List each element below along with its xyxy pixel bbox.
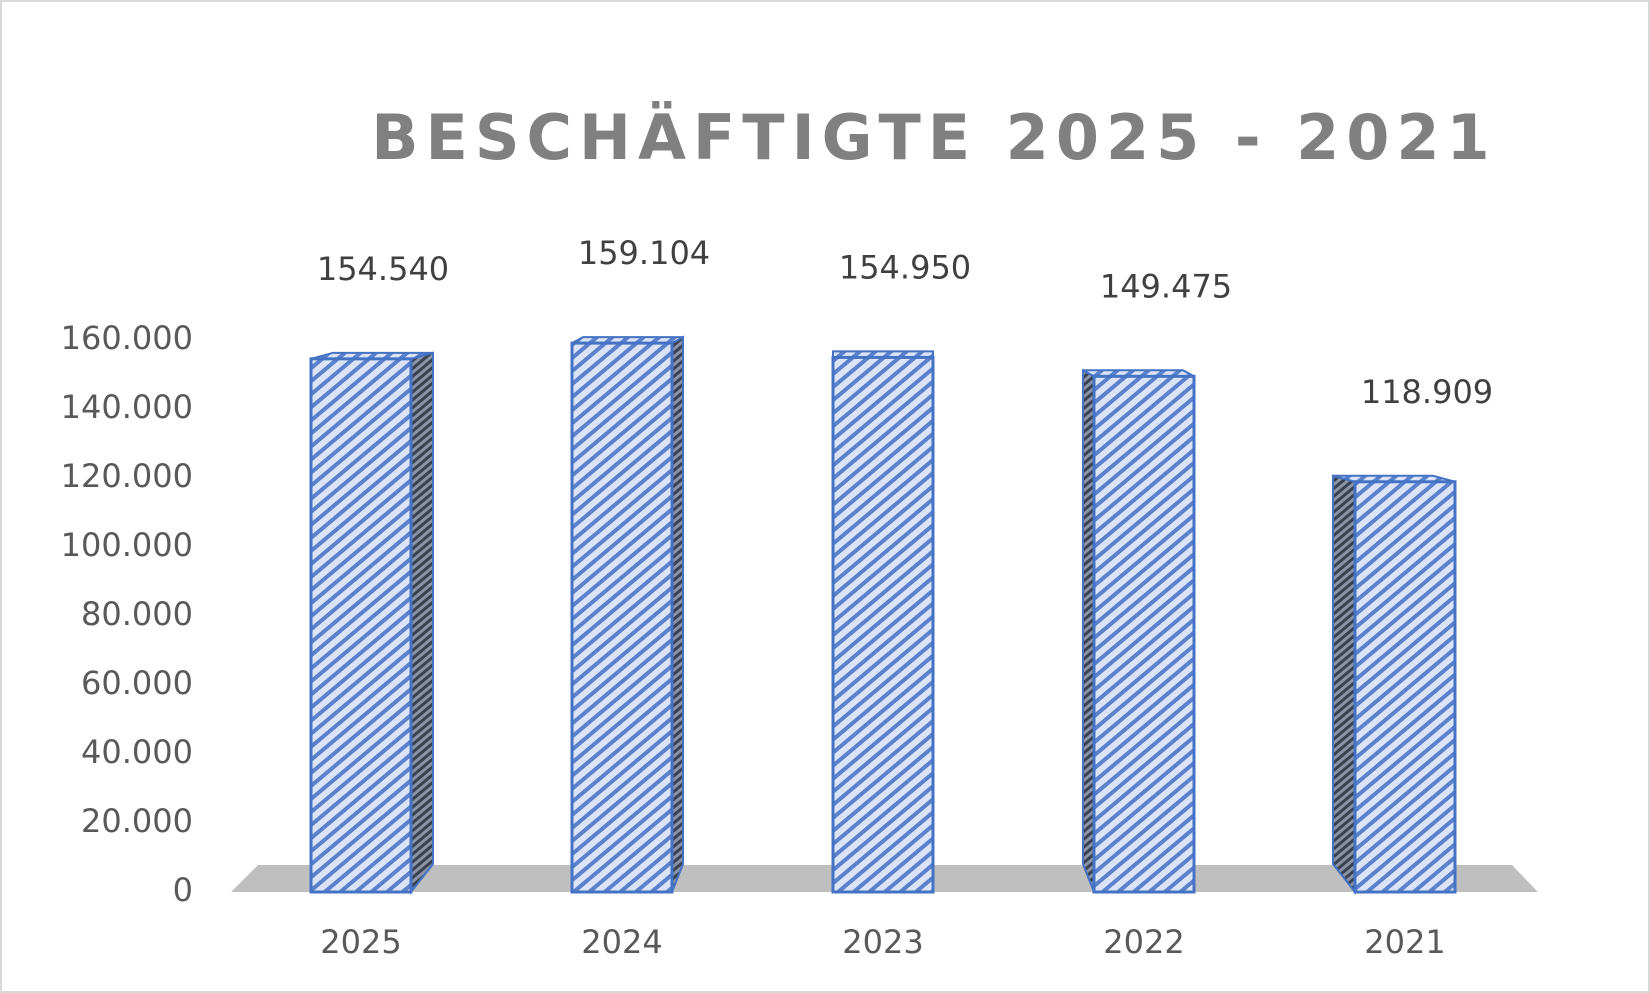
value-label: 159.104 <box>578 234 710 272</box>
x-tick-label: 2023 <box>842 923 923 961</box>
bar <box>570 341 674 894</box>
y-tick-label: 100.000 <box>61 526 193 564</box>
x-tick-label: 2021 <box>1364 923 1445 961</box>
x-tick-label: 2024 <box>581 923 662 961</box>
y-tick-label: 0 <box>173 871 193 909</box>
bar <box>831 355 935 894</box>
bar <box>1092 374 1196 894</box>
value-label: 118.909 <box>1361 373 1493 411</box>
y-tick-label: 40.000 <box>81 733 193 771</box>
x-tick-label: 2022 <box>1103 923 1184 961</box>
chart-title: BESCHÄFTIGTE 2025 - 2021 <box>371 101 1496 174</box>
y-tick-label: 80.000 <box>81 595 193 633</box>
y-tick-label: 120.000 <box>61 457 193 495</box>
bar-side <box>1082 368 1095 893</box>
y-tick-label: 140.000 <box>61 388 193 426</box>
bar <box>1353 480 1457 894</box>
bar-side <box>410 351 434 895</box>
y-tick-label: 160.000 <box>61 319 193 357</box>
y-tick-label: 20.000 <box>81 802 193 840</box>
bar <box>309 357 413 894</box>
bar-side <box>671 335 684 893</box>
value-label: 149.475 <box>1100 267 1232 305</box>
y-tick-label: 60.000 <box>81 664 193 702</box>
value-label: 154.950 <box>839 248 971 286</box>
bar-side <box>1332 474 1356 895</box>
x-tick-label: 2025 <box>320 923 401 961</box>
value-label: 154.540 <box>317 250 449 288</box>
